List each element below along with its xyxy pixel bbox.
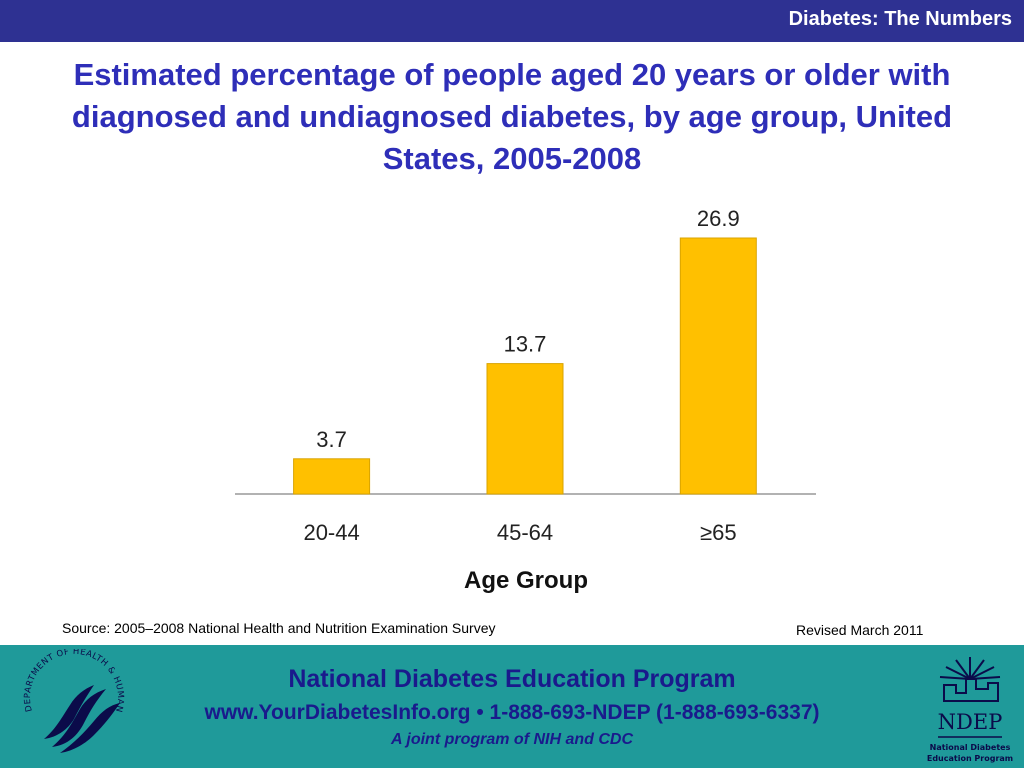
svg-text:Education Program: Education Program xyxy=(927,754,1013,763)
slide-title: Estimated percentage of people aged 20 y… xyxy=(71,57,953,176)
data-label-≥65: 26.9 xyxy=(697,206,740,231)
svg-text:National Diabetes: National Diabetes xyxy=(930,743,1011,752)
hhs-seal-logo: DEPARTMENT OF HEALTH & HUMAN SERVICES · … xyxy=(14,649,125,753)
bar-20-44 xyxy=(293,458,371,495)
contact-line[interactable]: www.YourDiabetesInfo.org • 1-888-693-NDE… xyxy=(204,701,820,724)
bar-≥65 xyxy=(679,237,757,495)
ndep-logo: NDEP National Diabetes Education Program xyxy=(927,657,1013,763)
data-label-20-44: 3.7 xyxy=(316,427,347,452)
section-title: Diabetes: The Numbers xyxy=(788,8,1012,30)
bar-45-64 xyxy=(486,363,564,495)
program-name: National Diabetes Education Program xyxy=(288,665,736,693)
data-label-45-64: 13.7 xyxy=(504,332,547,357)
bar-chart: 3.7 20-44 13.7 45-64 26.9 ≥65 Age Group xyxy=(235,206,816,594)
x-tick-label-20-44: 20-44 xyxy=(303,520,359,545)
header-bar: Diabetes: The Numbers xyxy=(0,0,1024,42)
bars-layer: 3.7 20-44 13.7 45-64 26.9 ≥65 xyxy=(293,206,757,545)
svg-text:NDEP: NDEP xyxy=(938,710,1003,734)
x-axis-label: Age Group xyxy=(464,567,588,594)
source-note: Source: 2005–2008 National Health and Nu… xyxy=(62,620,496,636)
tagline: A joint program of NIH and CDC xyxy=(390,731,634,748)
x-tick-label-45-64: 45-64 xyxy=(497,520,553,545)
revised-note: Revised March 2011 xyxy=(796,622,924,638)
footer-bar: DEPARTMENT OF HEALTH & HUMAN SERVICES · … xyxy=(0,645,1024,768)
x-tick-label-≥65: ≥65 xyxy=(700,520,737,545)
